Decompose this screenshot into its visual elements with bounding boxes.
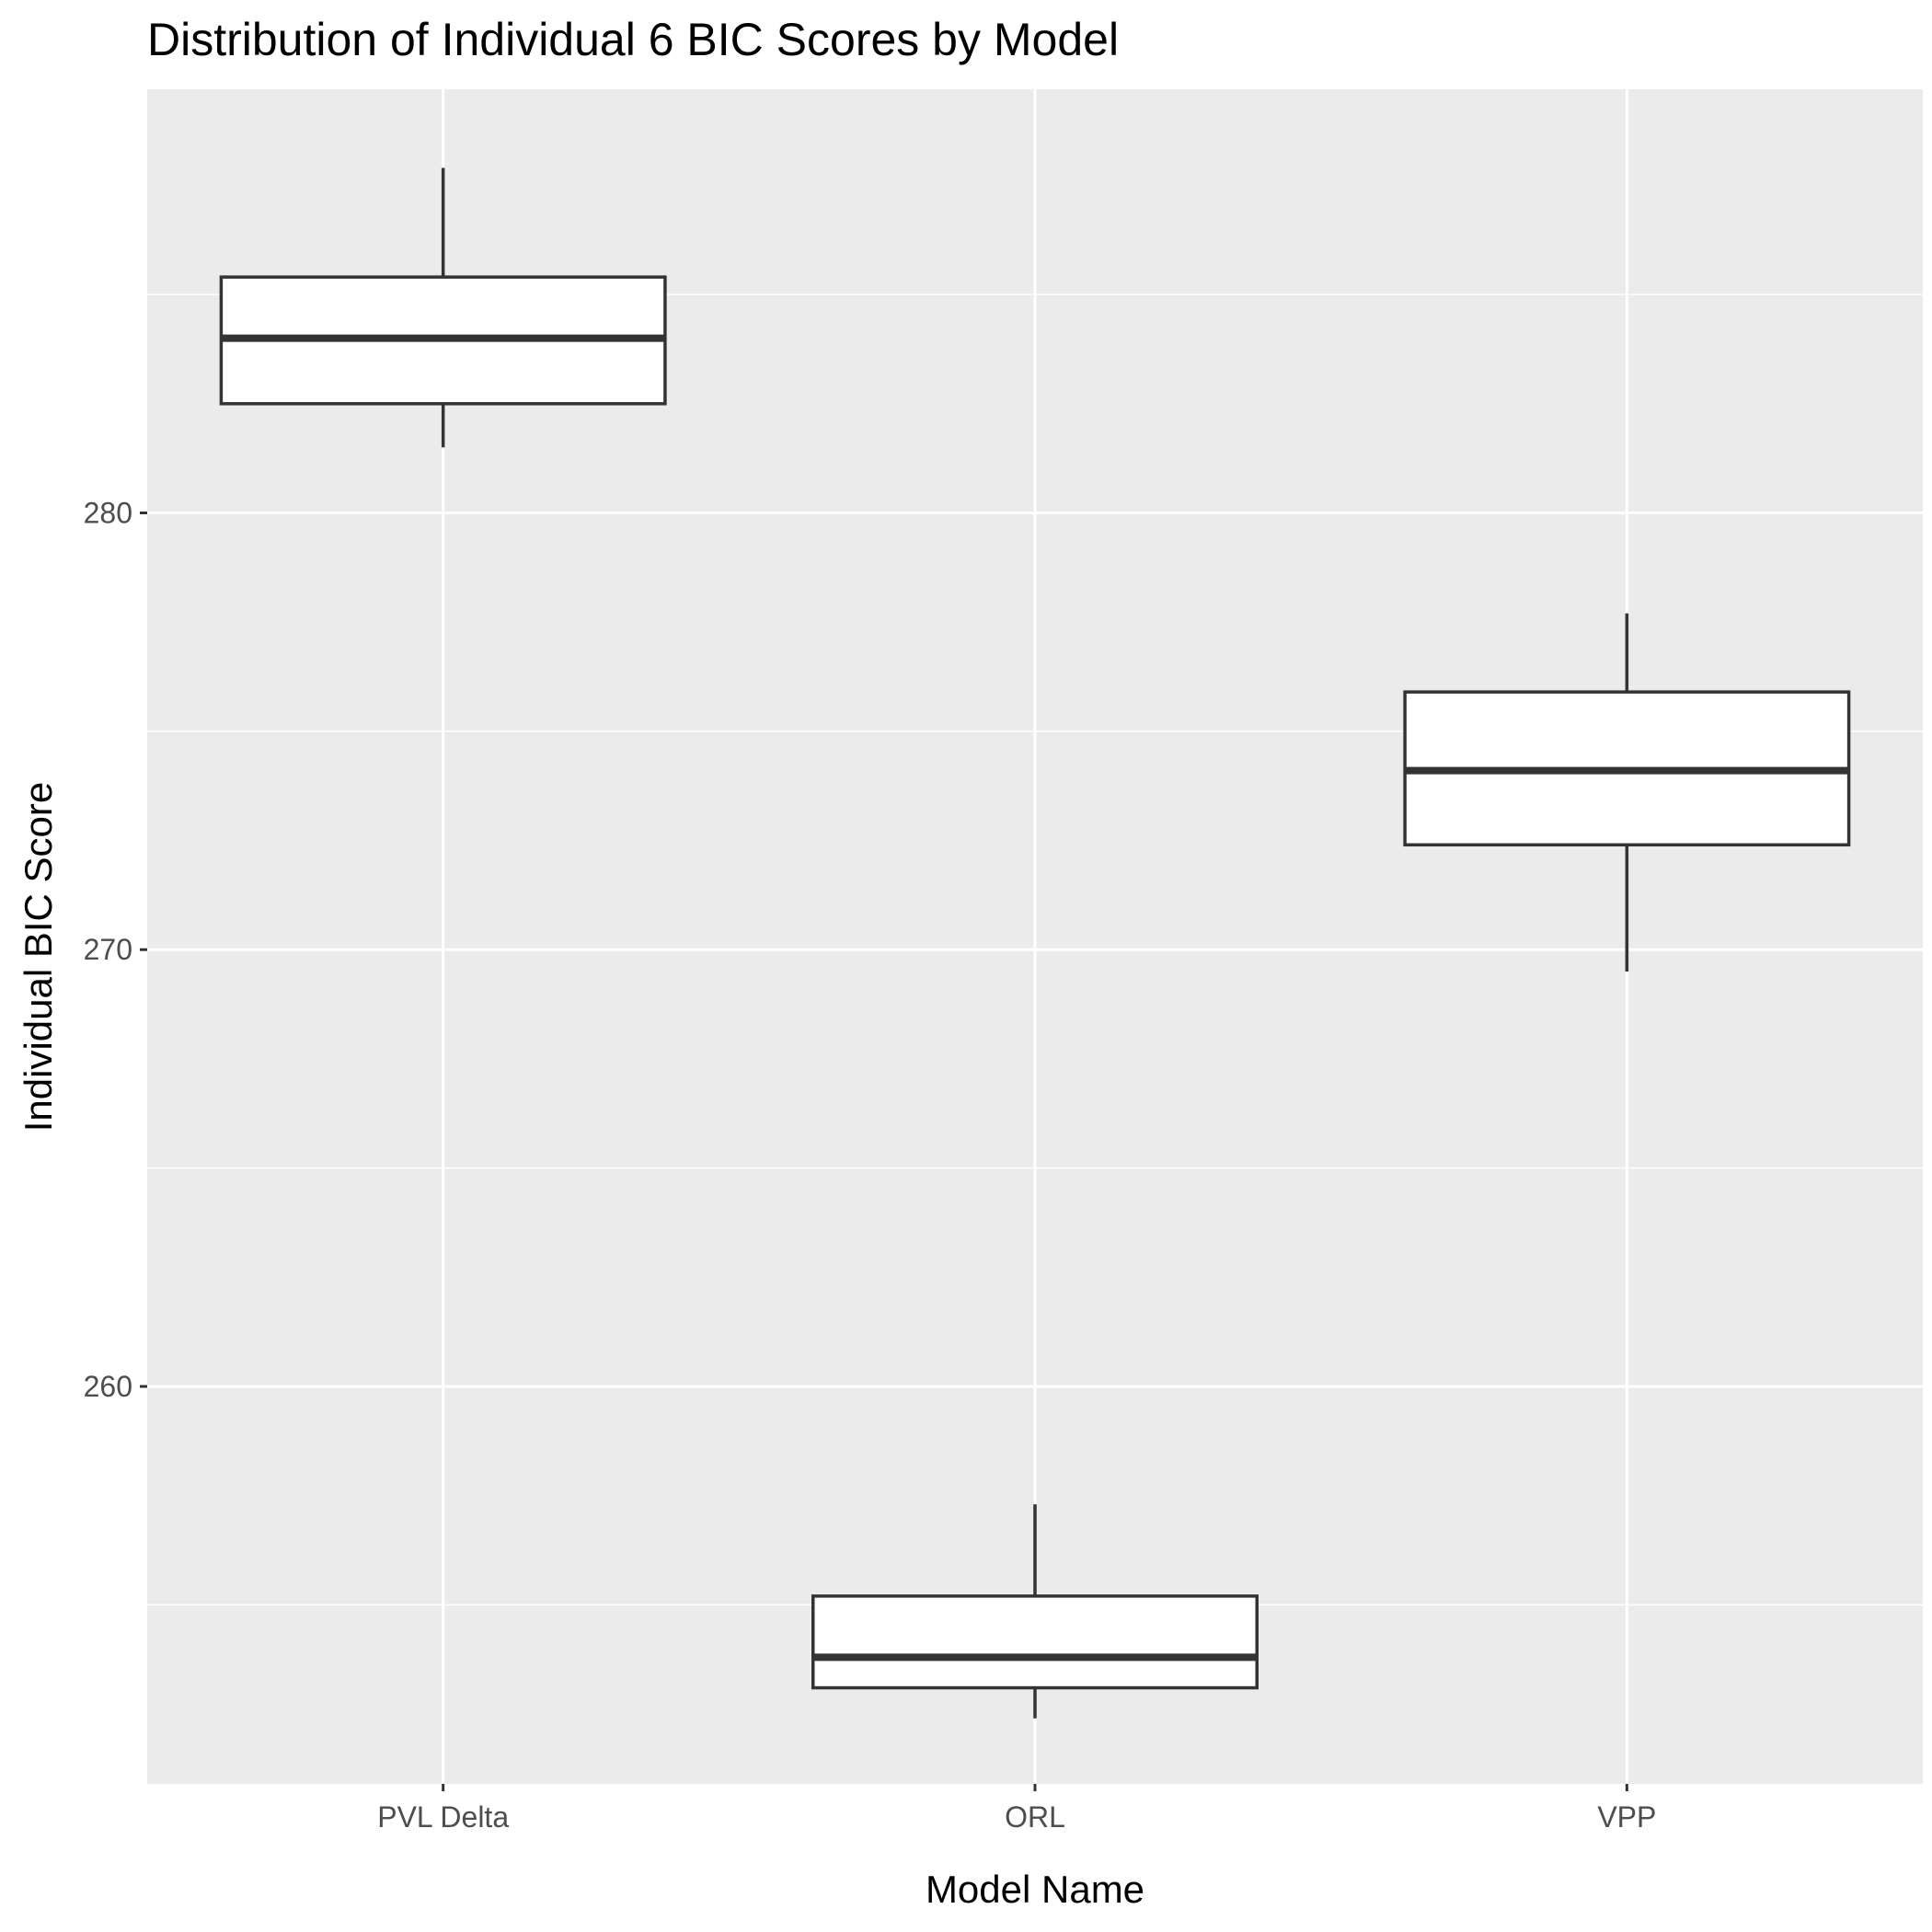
box	[811, 1594, 1259, 1690]
x-tick-label: VPP	[1597, 1800, 1656, 1834]
x-axis-title: Model Name	[925, 1868, 1145, 1911]
x-tick-label: ORL	[1005, 1800, 1065, 1834]
y-tick-label: 280	[84, 497, 132, 530]
y-tick-label: 270	[84, 933, 132, 966]
y-tick-label: 260	[84, 1370, 132, 1403]
chart-title: Distribution of Individual 6 BIC Scores …	[147, 14, 1120, 65]
x-tick-label: PVL Delta	[377, 1800, 509, 1834]
y-axis-title: Individual BIC Score	[17, 781, 60, 1133]
